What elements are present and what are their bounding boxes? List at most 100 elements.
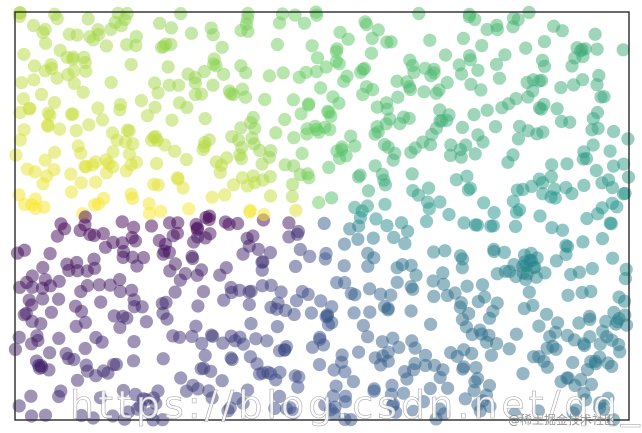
scatter-point	[358, 15, 372, 29]
scatter-point	[487, 206, 501, 220]
scatter-point	[274, 285, 288, 299]
scatter-point	[374, 358, 388, 372]
scatter-point	[136, 251, 151, 265]
scatter-point	[416, 395, 430, 409]
scatter-point	[338, 395, 352, 409]
scatter-point	[285, 189, 299, 204]
scatter-point	[460, 279, 474, 293]
scatter-point	[142, 197, 156, 211]
scatter-point	[113, 97, 127, 112]
scatter-point	[209, 59, 223, 73]
scatter-point	[242, 285, 256, 299]
scatter-point	[38, 153, 52, 167]
scatter-point	[337, 237, 352, 251]
scatter-point	[329, 379, 343, 393]
scatter-point	[384, 288, 398, 302]
scatter-point	[584, 284, 598, 298]
scatter-point	[566, 406, 580, 420]
scatter-point	[566, 355, 580, 370]
scatter-point	[122, 124, 136, 138]
scatter-point	[153, 204, 168, 218]
scatter-point	[549, 254, 564, 268]
scatter-point	[506, 20, 520, 34]
scatter-point	[12, 399, 26, 413]
scatter-point	[148, 100, 162, 114]
scatter-point	[484, 348, 498, 362]
scatter-point	[460, 169, 474, 183]
scatter-point	[232, 133, 246, 147]
scatter-point	[475, 39, 489, 53]
scatter-point	[17, 47, 31, 61]
scatter-point	[243, 350, 257, 364]
scatter-point	[104, 75, 118, 90]
scatter-point	[305, 39, 319, 53]
scatter-point	[501, 155, 515, 169]
scatter-point	[241, 383, 255, 397]
scatter-point	[467, 383, 481, 398]
scatter-point	[157, 39, 171, 54]
scatter-point	[95, 113, 110, 127]
scatter-point	[314, 294, 328, 308]
scatter-point	[438, 244, 452, 258]
scatter-point	[438, 48, 453, 62]
scatter-point	[300, 167, 315, 181]
scatter-point	[483, 399, 497, 413]
scatter-point	[156, 352, 170, 366]
scatter-point	[102, 157, 116, 171]
scatter-point	[486, 219, 500, 233]
scatter-point	[263, 246, 277, 260]
scatter-point	[251, 242, 265, 256]
scatter-point	[126, 354, 141, 368]
scatter-point	[346, 375, 360, 389]
scatter-point	[597, 90, 611, 104]
scatter-point	[149, 396, 163, 410]
scatter-point	[480, 103, 494, 117]
scatter-point	[522, 285, 536, 299]
scatter-point	[172, 78, 186, 92]
scatter-point	[70, 373, 85, 387]
scatter-point	[352, 345, 366, 359]
scatter-point	[234, 121, 248, 135]
scatter-point	[579, 152, 594, 166]
scatter-point	[301, 98, 315, 112]
scatter-point	[95, 335, 109, 349]
scatter-point	[78, 341, 92, 356]
scatter-point	[391, 90, 405, 104]
scatter-point	[530, 127, 544, 141]
scatter-point	[74, 146, 88, 160]
scatter-point	[535, 53, 550, 67]
scatter-point	[297, 16, 312, 30]
scatter-point	[107, 309, 121, 323]
scatter-point	[507, 407, 522, 421]
scatter-point	[105, 126, 120, 140]
scatter-point	[497, 245, 511, 259]
scatter-point	[528, 260, 542, 274]
scatter-point	[113, 320, 127, 334]
scatter-point	[390, 74, 404, 88]
scatter-point	[554, 81, 568, 95]
scatter-point	[144, 133, 159, 147]
scatter-point	[70, 264, 85, 278]
scatter-point	[288, 259, 303, 273]
scatter-point	[386, 331, 400, 345]
scatter-point	[560, 157, 574, 171]
scatter-point	[468, 147, 482, 161]
scatter-point	[442, 207, 456, 222]
scatter-point	[510, 183, 524, 197]
scatter-point	[369, 212, 383, 226]
scatter-point	[361, 246, 375, 260]
plot-frame	[14, 11, 630, 421]
scatter-point	[283, 401, 297, 415]
scatter-point	[572, 265, 587, 279]
scatter-point	[582, 309, 597, 323]
scatter-point	[52, 292, 66, 306]
scatter-point	[380, 219, 394, 233]
scatter-point	[272, 389, 287, 403]
scatter-point	[143, 407, 158, 421]
scatter-point	[113, 284, 127, 299]
scatter-point	[344, 286, 358, 300]
scatter-point	[96, 364, 111, 378]
scatter-point	[549, 342, 563, 356]
scatter-point	[411, 188, 425, 202]
